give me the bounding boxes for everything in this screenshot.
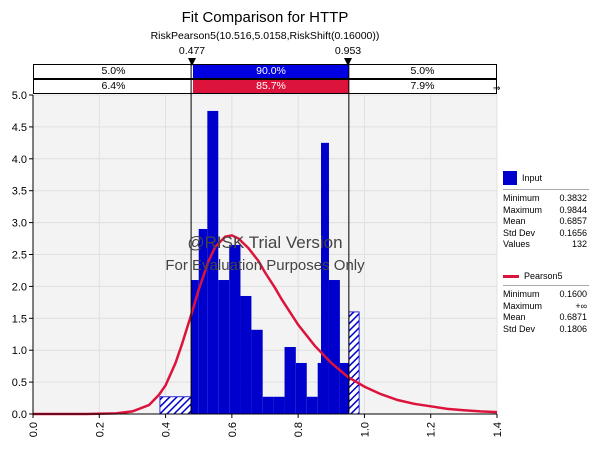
chart-subtitle: RiskPearson5(10.516,5.0158,RiskShift(0.1…	[150, 30, 380, 42]
fit-probability-band: 6.4% 85.7% 7.9%	[33, 79, 497, 94]
y-tick-label: 5.0	[12, 90, 27, 102]
input-swatch-icon	[503, 171, 517, 185]
histogram-bar	[251, 329, 263, 414]
y-tick-label: 3.0	[12, 218, 27, 230]
histogram-bars	[159, 110, 360, 415]
stat-row: Maximum +∞	[503, 300, 587, 311]
histogram-bar	[317, 362, 322, 414]
x-tick-label: 0.0	[28, 422, 40, 437]
chart-title: Fit Comparison for HTTP	[181, 9, 349, 26]
band-arrow-icon[interactable]: ⇒	[493, 83, 501, 93]
histogram-bar	[159, 396, 192, 415]
input-legend: Input Minimum 0.3832 Maximum 0.9844 Mean 0.…	[503, 171, 589, 251]
x-tick-label: 1.0	[359, 422, 371, 437]
input-probability-band: 5.0% 90.0% 5.0%	[33, 64, 497, 79]
histogram-bar	[262, 396, 274, 414]
fit-swatch-icon	[503, 274, 519, 278]
y-tick-label: 0.5	[12, 377, 27, 389]
x-tick-label: 0.6	[227, 422, 239, 437]
input-right-pct: 5.0%	[410, 65, 435, 77]
input-middle-pct: 90.0%	[193, 65, 349, 78]
histogram-bar	[284, 347, 296, 414]
x-tick-label: 0.2	[94, 422, 106, 437]
stat-row: Mean 0.6871	[503, 312, 587, 322]
stat-row: Values 132	[503, 239, 587, 249]
watermark-title: @RISK Trial Version	[187, 233, 343, 252]
y-tick-label: 3.5	[12, 186, 27, 198]
right-delimiter-handle-icon[interactable]	[344, 58, 352, 66]
y-tick-label: 2.5	[12, 250, 27, 262]
histogram-bar	[328, 280, 340, 414]
histogram-bar	[207, 110, 219, 414]
y-tick-label: 1.5	[12, 313, 27, 325]
y-tick-label: 1.0	[12, 345, 27, 357]
y-tick-label: 0.0	[12, 409, 27, 421]
fit-left-pct: 6.4%	[101, 80, 126, 92]
histogram-bar	[240, 295, 252, 414]
x-tick-label: 1.2	[426, 422, 438, 437]
x-tick-label: 0.4	[161, 422, 173, 437]
y-tick-label: 4.5	[12, 122, 27, 134]
input-legend-name: Input	[522, 173, 543, 183]
y-axis-ticks: 0.0 0.5 1.0 1.5 2.0 2.5 3.0 3.5 4.0 4.5 5.0	[12, 90, 34, 421]
fit-middle-pct: 85.7%	[193, 80, 349, 93]
y-tick-label: 4.0	[12, 154, 27, 166]
right-delimiter-value[interactable]: 0.953	[334, 45, 362, 57]
histogram-bar	[295, 362, 307, 414]
histogram-bar	[273, 396, 285, 414]
fit-legend: Pearson5 Minimum 0.1600 Maximum +∞ Mean 0.6…	[503, 271, 589, 335]
stat-row: Std Dev 0.1806	[503, 323, 587, 334]
fit-curve	[33, 234, 498, 416]
histogram-bar	[306, 396, 318, 414]
histogram-bar	[218, 280, 230, 414]
left-delimiter-value[interactable]: 0.477	[178, 45, 206, 57]
histogram-bar	[198, 228, 208, 414]
left-delimiter-handle-icon[interactable]	[188, 58, 196, 66]
stat-row: Std Dev 0.1656	[503, 227, 587, 238]
x-axis-ticks: 0.0 0.2 0.4 0.6 0.8 1.0 1.2 1.4	[28, 413, 504, 437]
x-tick-label: 0.8	[293, 422, 305, 437]
stat-row: Maximum 0.9844	[503, 204, 587, 215]
histogram-bar	[321, 142, 329, 414]
histogram-bar	[229, 244, 241, 414]
histogram-bar	[191, 280, 199, 414]
x-tick-label: 1.4	[492, 422, 504, 437]
y-tick-label: 2.0	[12, 281, 27, 293]
fit-right-pct: 7.9%	[410, 80, 435, 92]
fit-legend-name: Pearson5	[524, 271, 563, 281]
input-left-pct: 5.0%	[101, 65, 126, 77]
watermark-subtitle: For Evaluation Purposes Only	[165, 257, 365, 274]
histogram-bar	[339, 362, 349, 414]
stat-row: Minimum 0.3832	[503, 193, 587, 203]
stat-row: Mean 0.6857	[503, 216, 587, 226]
histogram-bar	[348, 311, 360, 415]
stat-row: Minimum 0.1600	[503, 289, 587, 299]
